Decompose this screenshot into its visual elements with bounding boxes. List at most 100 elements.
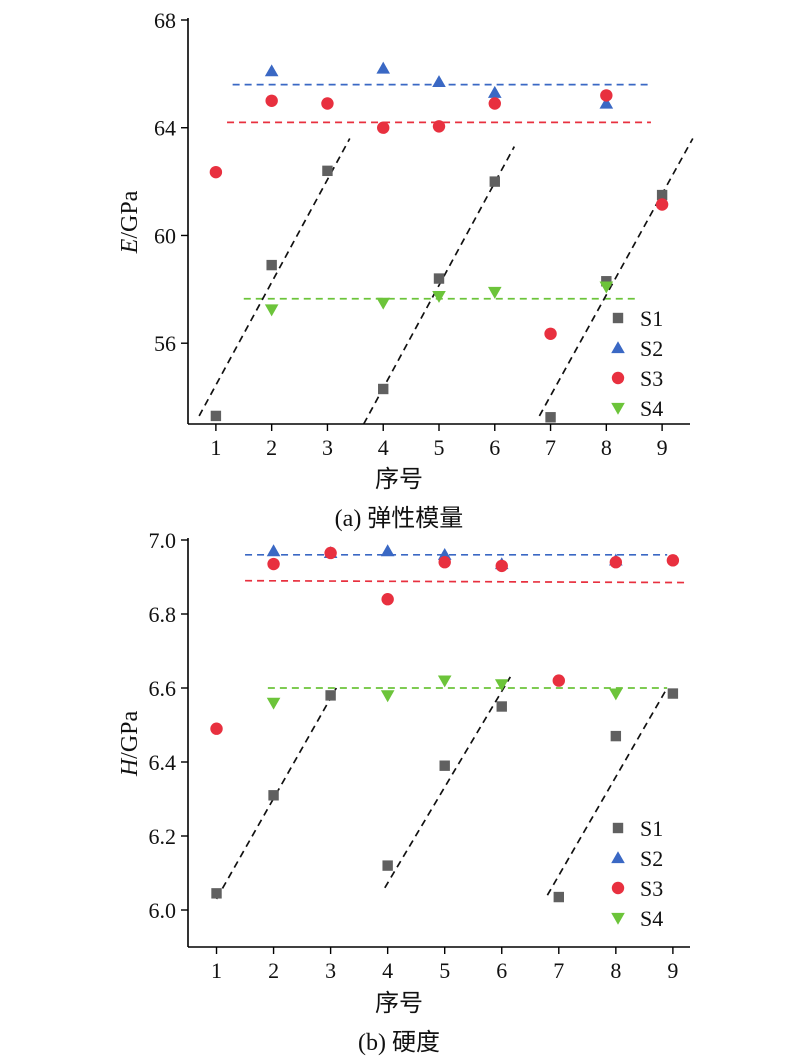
x-axis-label: 序号 bbox=[375, 990, 423, 1017]
data-point bbox=[545, 412, 556, 423]
legend-label: S2 bbox=[640, 336, 663, 361]
x-tick-label: 1 bbox=[211, 958, 222, 983]
data-point bbox=[609, 688, 623, 701]
data-point bbox=[439, 760, 450, 771]
trend-line bbox=[384, 676, 512, 889]
y-axis-label: E/GPa bbox=[117, 190, 143, 254]
data-point bbox=[553, 891, 564, 903]
legend-label: S2 bbox=[640, 846, 663, 871]
y-tick-label: 56 bbox=[154, 331, 176, 356]
y-tick-label: 6.4 bbox=[149, 750, 177, 775]
y-axis-label-variable: H bbox=[117, 757, 143, 777]
legend-marker bbox=[611, 371, 625, 385]
data-point bbox=[667, 688, 679, 699]
x-tick-label: 3 bbox=[325, 958, 336, 983]
data-point bbox=[494, 679, 509, 692]
x-axis-label: 序号 bbox=[375, 466, 423, 493]
data-point bbox=[382, 860, 393, 871]
data-point bbox=[489, 176, 500, 187]
data-point bbox=[210, 410, 222, 422]
series-s1 bbox=[210, 165, 668, 423]
series-s3 bbox=[210, 546, 680, 735]
data-point bbox=[599, 96, 614, 109]
x-tick-label: 8 bbox=[601, 435, 612, 460]
data-point bbox=[376, 297, 391, 310]
data-point bbox=[265, 94, 278, 108]
x-tick-label: 9 bbox=[667, 958, 678, 983]
data-point bbox=[437, 675, 452, 688]
x-tick-label: 9 bbox=[657, 435, 668, 460]
series-s3 bbox=[209, 89, 669, 340]
data-point bbox=[552, 674, 565, 687]
x-tick-label: 6 bbox=[496, 958, 507, 983]
y-tick-label: 6.8 bbox=[149, 602, 177, 627]
x-tick-label: 1 bbox=[210, 435, 221, 460]
legend-label: S3 bbox=[640, 876, 663, 901]
x-tick-label: 6 bbox=[489, 435, 500, 460]
data-point bbox=[655, 198, 669, 211]
legend-marker bbox=[612, 312, 624, 324]
legend-label: S3 bbox=[640, 366, 663, 391]
trend-line bbox=[362, 146, 516, 425]
data-point bbox=[433, 273, 445, 284]
data-point bbox=[488, 97, 501, 110]
data-point bbox=[264, 64, 279, 77]
x-tick-label: 5 bbox=[434, 435, 445, 460]
data-point bbox=[610, 730, 622, 742]
data-point bbox=[495, 559, 508, 573]
y-tick-label: 7.0 bbox=[149, 528, 177, 553]
data-point bbox=[601, 276, 612, 287]
trend-line bbox=[198, 138, 351, 417]
data-point bbox=[264, 304, 279, 317]
y-tick-label: 60 bbox=[154, 223, 176, 248]
legend-label: S4 bbox=[640, 906, 663, 931]
y-axis-label-unit: /GPa bbox=[117, 190, 143, 238]
legend: S1 S2 S3 S4 bbox=[611, 816, 663, 931]
panel-caption: (b) 硬度 bbox=[358, 1029, 440, 1056]
data-point bbox=[321, 97, 334, 110]
x-tick-label: 4 bbox=[378, 435, 389, 460]
x-tick-label: 5 bbox=[439, 958, 450, 983]
x-tick-label: 7 bbox=[553, 958, 564, 983]
data-point bbox=[211, 888, 222, 899]
legend-marker bbox=[611, 851, 625, 864]
legend-marker bbox=[611, 341, 625, 354]
trend-line bbox=[546, 687, 668, 896]
series-s1 bbox=[211, 688, 679, 903]
data-point bbox=[376, 61, 391, 74]
data-point bbox=[380, 544, 395, 557]
x-tick-label: 7 bbox=[545, 435, 556, 460]
trend-line bbox=[245, 579, 685, 584]
data-point bbox=[656, 189, 668, 201]
data-point bbox=[266, 697, 281, 710]
y-tick-label: 6.6 bbox=[149, 676, 177, 701]
trend-line bbox=[538, 138, 694, 417]
data-point bbox=[432, 75, 446, 88]
data-point bbox=[432, 290, 446, 303]
data-point bbox=[496, 701, 507, 712]
data-point bbox=[600, 89, 613, 102]
data-point bbox=[432, 120, 446, 133]
data-point bbox=[322, 165, 333, 177]
x-tick-label: 3 bbox=[322, 435, 333, 460]
data-point bbox=[609, 556, 623, 569]
data-point bbox=[437, 548, 452, 560]
data-point bbox=[324, 546, 337, 560]
data-point bbox=[381, 593, 394, 606]
data-point bbox=[266, 259, 277, 271]
legend: S1 S2 S3 S4 bbox=[611, 306, 663, 421]
y-axis-label-variable: E bbox=[117, 238, 143, 254]
data-point bbox=[268, 790, 279, 801]
y-tick-label: 6.2 bbox=[149, 824, 177, 849]
panel-caption: (a) 弹性模量 bbox=[335, 505, 464, 532]
data-point bbox=[544, 327, 557, 340]
data-point bbox=[378, 383, 389, 395]
data-point bbox=[666, 554, 680, 567]
y-tick-label: 64 bbox=[154, 116, 176, 141]
legend-marker bbox=[611, 881, 625, 895]
series-s4 bbox=[264, 281, 614, 317]
legend-label: S4 bbox=[640, 396, 663, 421]
data-point bbox=[438, 556, 451, 569]
